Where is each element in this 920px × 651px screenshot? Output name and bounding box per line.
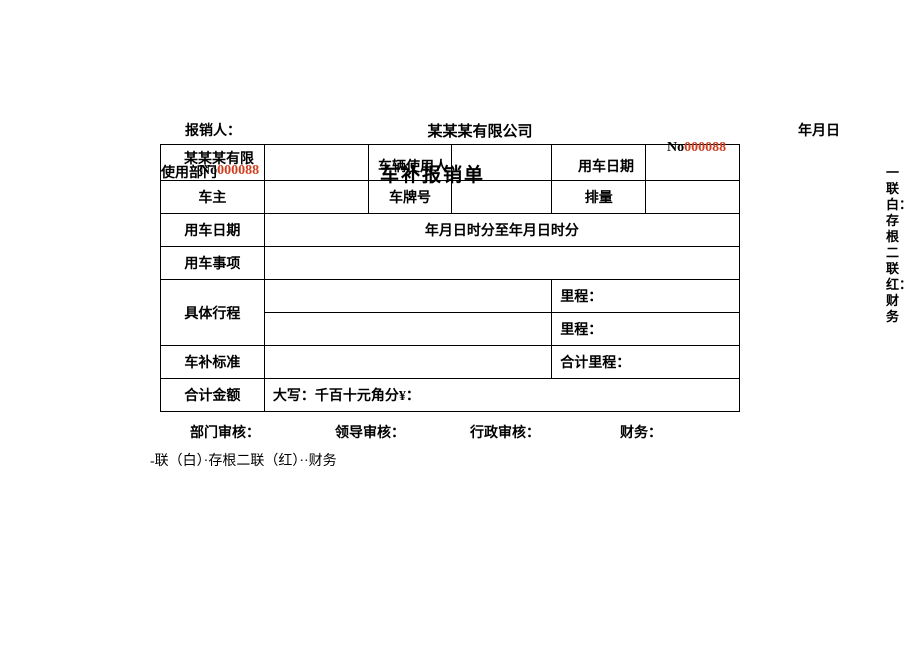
- dept-review: 部门审核：: [190, 422, 260, 442]
- mileage-1: 里程：: [552, 280, 740, 313]
- standard-label: 车补标准: [161, 346, 265, 379]
- no-number-2: 000088: [217, 163, 259, 178]
- use-date-text: 年月日时分至年月日时分: [264, 214, 739, 247]
- finance-label: 财务：: [620, 422, 662, 442]
- admin-review: 行政审核：: [470, 422, 540, 442]
- no-prefix: No: [667, 140, 684, 155]
- footer-row: 部门审核： 领导审核： 行政审核： 财务：: [160, 422, 740, 442]
- use-date-col-label: 用车日期: [578, 156, 634, 176]
- route-value-1: [264, 280, 551, 313]
- no-number: 000088: [684, 140, 726, 155]
- no-prefix-2: No: [200, 163, 217, 178]
- owner-label: 车主: [161, 181, 265, 214]
- use-date-label: 用车日期: [161, 214, 265, 247]
- total-mileage: 合计里程：: [552, 346, 740, 379]
- standard-value: [264, 346, 551, 379]
- form-title: 车补报销单: [380, 160, 485, 187]
- route-value-2: [264, 313, 551, 346]
- mileage-2: 里程：: [552, 313, 740, 346]
- owner-value: [264, 181, 368, 214]
- date-label: 年月日: [798, 120, 840, 140]
- amount-label: 合计金额: [161, 379, 265, 412]
- disp-label: 排量: [552, 181, 646, 214]
- bottom-note: -联（白）·存根二联（红）··财务: [150, 450, 890, 470]
- side-note: 一联白：存根二联红：财务: [886, 165, 902, 325]
- amount-text: 大写：千百十元角分¥：: [264, 379, 739, 412]
- matter-label: 用车事项: [161, 247, 265, 280]
- leader-review: 领导审核：: [335, 422, 405, 442]
- company-name: 某某某有限公司: [427, 120, 532, 141]
- disp-value: [646, 181, 740, 214]
- cell-blank-2: [264, 145, 368, 181]
- route-label: 具体行程: [161, 280, 265, 346]
- matter-value: [264, 247, 739, 280]
